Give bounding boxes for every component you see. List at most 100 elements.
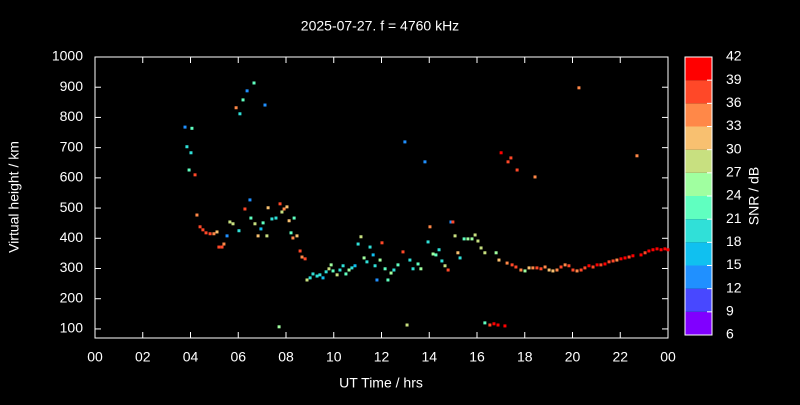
data-point bbox=[655, 247, 659, 251]
data-point bbox=[555, 268, 559, 272]
data-point bbox=[639, 253, 643, 257]
data-point bbox=[259, 227, 263, 231]
data-point bbox=[237, 229, 241, 233]
data-point bbox=[479, 246, 483, 250]
data-point bbox=[261, 221, 265, 225]
y-tick-label: 1000 bbox=[52, 48, 83, 64]
data-point bbox=[353, 264, 357, 268]
data-point bbox=[315, 274, 319, 278]
data-point bbox=[266, 206, 270, 210]
data-point bbox=[527, 266, 531, 270]
data-point bbox=[347, 268, 351, 272]
data-point bbox=[515, 168, 519, 172]
colorbar-tick-label: 33 bbox=[726, 117, 742, 133]
data-point bbox=[535, 266, 539, 270]
data-point bbox=[437, 248, 441, 252]
colorbar-tick-label: 42 bbox=[726, 48, 742, 64]
data-point bbox=[225, 234, 229, 238]
colorbar-band bbox=[685, 80, 712, 104]
data-point bbox=[651, 248, 655, 252]
colorbar-band bbox=[685, 57, 712, 81]
data-point bbox=[327, 267, 331, 271]
data-point bbox=[411, 267, 415, 271]
data-point bbox=[365, 260, 369, 264]
data-point bbox=[446, 268, 450, 272]
colorbar-band bbox=[685, 196, 712, 220]
data-point bbox=[190, 126, 194, 130]
data-point bbox=[423, 160, 427, 164]
data-point bbox=[324, 270, 328, 274]
data-point bbox=[220, 245, 224, 249]
colorbar-tick-label: 30 bbox=[726, 140, 742, 156]
x-tick-label: 00 bbox=[87, 349, 103, 365]
data-point bbox=[185, 145, 189, 149]
data-point bbox=[647, 249, 651, 253]
data-point bbox=[431, 252, 435, 256]
data-point bbox=[329, 263, 333, 267]
data-point bbox=[248, 198, 252, 202]
data-point bbox=[458, 256, 462, 260]
data-point bbox=[440, 259, 444, 263]
colorbar-tick-label: 9 bbox=[726, 303, 734, 319]
colorbar-tick-label: 12 bbox=[726, 279, 742, 295]
x-axis-label: UT Time / hrs bbox=[339, 375, 423, 391]
data-point bbox=[514, 265, 518, 269]
colorbar-tick-label: 6 bbox=[726, 326, 734, 342]
data-point bbox=[282, 207, 286, 211]
x-tick-label: 10 bbox=[326, 349, 342, 365]
colorbar-tick-label: 21 bbox=[726, 210, 742, 226]
data-point bbox=[287, 219, 291, 223]
data-point bbox=[659, 248, 663, 252]
data-point bbox=[238, 112, 242, 116]
y-tick-label: 500 bbox=[60, 199, 84, 215]
colorbar-band bbox=[685, 265, 712, 289]
y-tick-label: 600 bbox=[60, 169, 84, 185]
data-point bbox=[476, 239, 480, 243]
data-point bbox=[497, 258, 501, 262]
data-point bbox=[298, 249, 302, 253]
colorbar-band bbox=[685, 126, 712, 150]
x-tick-label: 20 bbox=[565, 349, 581, 365]
data-point bbox=[187, 168, 191, 172]
data-point bbox=[375, 278, 379, 282]
data-point bbox=[195, 213, 199, 217]
data-point bbox=[579, 268, 583, 272]
colorbar-band bbox=[685, 288, 712, 312]
data-point bbox=[428, 225, 432, 229]
data-point bbox=[591, 265, 595, 269]
data-point bbox=[335, 273, 339, 277]
data-point bbox=[631, 254, 635, 258]
data-point bbox=[292, 216, 296, 220]
colorbar-band bbox=[685, 149, 712, 173]
colorbar-band bbox=[685, 311, 712, 335]
data-point bbox=[623, 256, 627, 260]
data-point bbox=[408, 258, 412, 262]
data-point bbox=[503, 324, 507, 328]
data-point bbox=[587, 264, 591, 268]
data-point bbox=[208, 232, 212, 236]
data-point bbox=[635, 154, 639, 158]
data-point bbox=[274, 216, 278, 220]
data-point bbox=[506, 160, 510, 164]
colorbar-band bbox=[685, 242, 712, 266]
data-point bbox=[434, 253, 438, 257]
x-tick-label: 04 bbox=[183, 349, 199, 365]
data-point bbox=[577, 86, 581, 90]
colorbar-tick-label: 18 bbox=[726, 233, 742, 249]
data-point bbox=[551, 269, 555, 273]
data-point bbox=[494, 251, 498, 255]
data-point bbox=[531, 266, 535, 270]
data-point bbox=[278, 202, 282, 206]
data-point bbox=[666, 248, 670, 252]
data-point bbox=[371, 253, 375, 257]
data-point bbox=[305, 278, 309, 282]
data-point bbox=[231, 222, 235, 226]
data-point bbox=[243, 207, 247, 211]
data-point bbox=[249, 216, 253, 220]
data-point bbox=[356, 242, 360, 246]
data-point bbox=[575, 269, 579, 273]
data-point bbox=[416, 262, 420, 266]
colorbar-tick-label: 36 bbox=[726, 94, 742, 110]
data-point bbox=[466, 237, 470, 241]
